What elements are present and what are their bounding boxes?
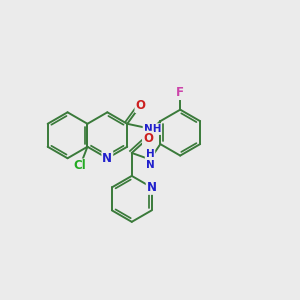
Text: H
N: H N — [146, 148, 154, 170]
Text: NH: NH — [143, 124, 161, 134]
Text: F: F — [176, 86, 184, 99]
Text: N: N — [147, 181, 157, 194]
Text: Cl: Cl — [74, 159, 86, 172]
Text: O: O — [136, 99, 146, 112]
Text: N: N — [102, 152, 112, 165]
Text: O: O — [143, 132, 153, 145]
